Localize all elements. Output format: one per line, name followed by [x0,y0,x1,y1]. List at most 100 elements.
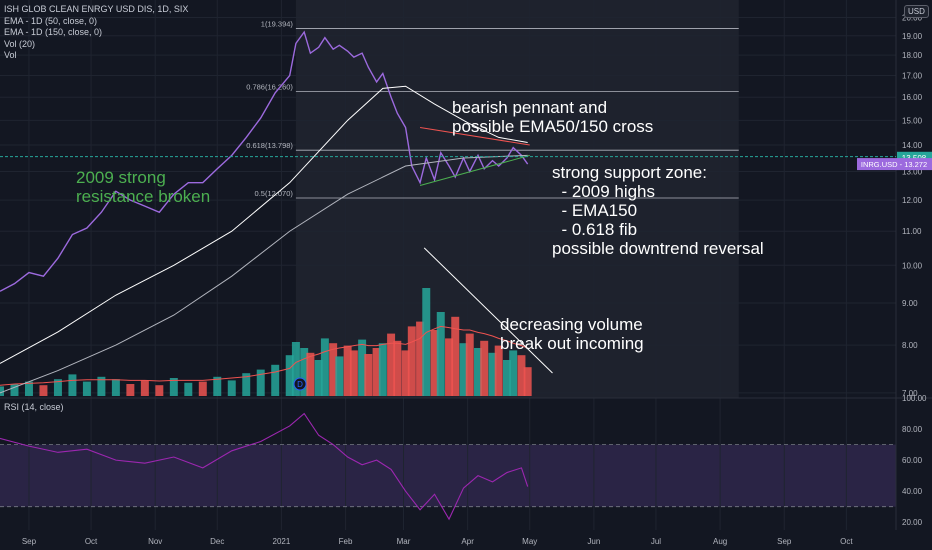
time-tick-label: May [522,537,537,546]
price-tick-label: 15.00 [902,116,923,125]
ema150-line [0,154,528,394]
volume-bar [227,380,236,396]
dividend-marker [293,377,307,391]
currency-badge[interactable]: USD [904,5,929,18]
fib-level-label: 0.5(12.070) [255,189,294,198]
time-tick-label: Jun [587,537,600,546]
ema50-line [0,85,528,364]
legend-ema50[interactable]: EMA - 1D (50, close, 0) [4,15,98,26]
chart-legend: ISH GLOB CLEAN ENRGY USD DIS, 1D, SIX EM… [4,4,188,62]
annotation-pennant: bearish pennant and possible EMA50/150 c… [452,98,654,136]
price-tick-label: 9.00 [902,299,918,308]
price-tick-label: 13.00 [902,167,923,176]
volume-bar [387,333,396,396]
price-tick-label: 7.00 [902,389,918,398]
volume-bar [509,350,518,396]
volume-bar [140,380,149,396]
volume-bar [349,350,358,396]
rsi-pane [0,412,896,521]
volume-bar [198,381,207,396]
rsi-line [0,412,529,521]
time-tick-label: Oct [840,537,853,546]
rsi-tick-label: 40.00 [902,487,923,496]
volume-bar [459,343,468,396]
volume-bar [480,340,489,396]
volume-bar [517,355,526,396]
time-tick-label: Jul [651,537,661,546]
volume-bar [213,376,222,396]
time-tick-label: Sep [777,537,792,546]
volume-bar [300,348,309,396]
rsi-legend[interactable]: RSI (14, close) [4,402,64,412]
price-tick-label: 10.00 [902,261,923,270]
rsi-tick-label: 80.00 [902,425,923,434]
axes: 7.00 8.00 9.00 10.00 11.00 12.00 13.00 14.00 15.… [22,13,932,546]
volume-bar [451,316,460,396]
pennant-upper-trendline [419,127,530,146]
volume-bar [306,352,315,396]
volume-bar [407,326,416,396]
fib-level-label: 0.786(16.260) [246,82,293,91]
legend-ema150[interactable]: EMA - 1D (150, close, 0) [4,27,103,37]
time-tick-label: Dec [210,537,224,546]
volume-bar [111,379,120,396]
volume-bar [155,385,164,396]
volume-bar [314,360,323,396]
volume-bar [291,342,300,396]
volume-bar [39,385,48,396]
time-tick-label: Feb [339,537,353,546]
time-tick-label: Mar [397,537,411,546]
volume-bar [97,376,106,396]
price-pane: D [0,30,529,394]
volume-bar [256,369,265,396]
volume-ma-line [0,325,528,386]
legend-vol-sub[interactable]: Vol [4,50,17,60]
volume-bar [401,350,410,396]
price-tick-label: 12.00 [902,196,923,205]
volume-bar [364,354,373,396]
volume-pane [0,288,532,396]
rsi-tick-label: 60.00 [902,456,923,465]
comparison-badge [857,158,932,171]
price-tick-label: 17.00 [902,72,923,81]
volume-bar [502,360,511,396]
time-tick-label: 2021 [273,537,291,546]
trendlines [0,127,896,374]
gridlines [0,0,932,530]
time-tick-label: Aug [713,537,727,546]
volume-bar [0,386,4,396]
volume-bar [184,382,193,396]
volume-bar [436,312,445,396]
fib-level-label: 0.618(13.798) [246,141,293,150]
annotation-resistance: 2009 strong resistance broken [76,168,211,206]
price-tick-label: 16.00 [902,93,923,102]
volume-bar [82,381,91,396]
legend-symbol[interactable]: ISH GLOB CLEAN ENRGY USD DIS, 1D, SIX [4,4,189,14]
volume-bar [320,338,329,396]
volume-bar [53,379,62,396]
volume-bar [474,348,482,396]
fib-level-label: 1(19.394) [261,19,294,28]
volume-bar [358,339,367,396]
volume-bar [242,373,251,396]
time-tick-label: Nov [148,537,162,546]
highlight-range [295,0,739,398]
price-line [0,30,529,292]
volume-bar [329,343,338,396]
price-tick-label: 11.00 [902,227,922,236]
dividend-marker-label: D [297,380,303,389]
volume-bar [372,348,381,396]
volume-bar [343,345,352,396]
volume-bar [169,378,178,396]
volume-bar [335,356,344,396]
volume-bar [422,288,431,396]
fibonacci-retracement: 1(19.394) 0.786(16.260) 0.618(13.798) 0.5(1… [246,19,739,199]
volume-bar [285,355,294,396]
rsi-tick-label: 20.00 [902,518,923,527]
rsi-tick-label: 100.00 [902,394,927,403]
volume-bar [271,364,280,396]
volume-bar [445,338,454,396]
legend-vol[interactable]: Vol (20) [4,38,36,49]
price-tick-label: 8.00 [902,341,918,350]
